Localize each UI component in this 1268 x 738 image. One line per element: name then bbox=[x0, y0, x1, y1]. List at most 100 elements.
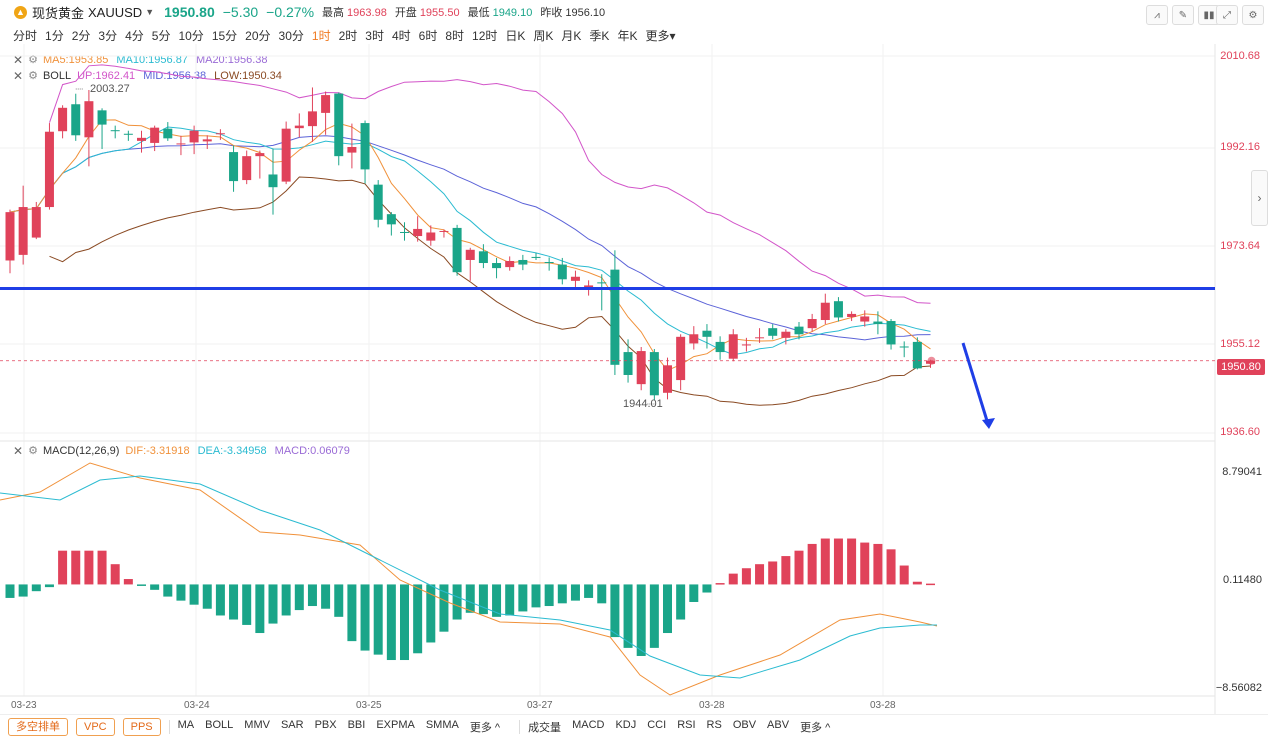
period-tab[interactable]: 30分 bbox=[278, 28, 304, 43]
period-tab[interactable]: 季K bbox=[589, 28, 610, 43]
period-tab[interactable]: 3分 bbox=[98, 28, 118, 43]
indicator-item[interactable]: 成交量 bbox=[528, 721, 562, 734]
chart-tools-2: ⤢ ⚙ bbox=[1212, 5, 1264, 25]
candle-body bbox=[492, 263, 502, 269]
prev-close-stat: 昨收 1956.10 bbox=[540, 7, 606, 19]
period-tab[interactable]: 6时 bbox=[418, 28, 438, 43]
macd-bar bbox=[570, 584, 580, 601]
period-tab[interactable]: 1分 bbox=[45, 28, 64, 43]
indicator-item[interactable]: BBI bbox=[347, 718, 366, 731]
indicator-item[interactable]: ABV bbox=[767, 718, 790, 731]
indicator-item[interactable]: EXPMA bbox=[376, 718, 415, 731]
candle-body bbox=[307, 111, 317, 127]
candle-body bbox=[123, 133, 133, 135]
candle-body bbox=[518, 259, 528, 265]
period-tab[interactable]: 月K bbox=[561, 28, 582, 43]
indicator-item[interactable]: SAR bbox=[280, 718, 304, 731]
period-tabs: 分时 1分 2分 3分 4分 5分 10分 15分 20分 30分 1时 2时 3时 4时 6时 8时 12时日… bbox=[13, 26, 683, 44]
period-tab[interactable]: 4分 bbox=[125, 28, 144, 43]
gear-icon[interactable]: ⚙ bbox=[28, 70, 38, 82]
period-tab[interactable]: 10分 bbox=[178, 28, 204, 43]
current-price-tag: 1950.80 bbox=[1217, 359, 1265, 375]
period-tab[interactable]: 4时 bbox=[391, 28, 411, 43]
macd-bar bbox=[544, 584, 554, 607]
period-tab[interactable]: 周K bbox=[533, 28, 554, 43]
dea-value: DEA:-3.34958 bbox=[197, 444, 267, 457]
indicator-item[interactable]: CCI bbox=[647, 718, 667, 731]
period-tab[interactable]: 年K bbox=[617, 28, 638, 43]
indicator-item[interactable]: SMMA bbox=[425, 718, 459, 731]
indicator-item[interactable]: KDJ bbox=[615, 718, 637, 731]
period-tab[interactable]: 8时 bbox=[445, 28, 465, 43]
period-tab[interactable]: 15分 bbox=[211, 28, 238, 43]
gear-icon[interactable]: ⚙ bbox=[28, 54, 38, 66]
tag-button[interactable]: PPS bbox=[122, 717, 161, 736]
indicator-item[interactable]: MA bbox=[177, 718, 195, 731]
macd-axis-label: −8.56082 bbox=[1215, 682, 1262, 694]
chevron-down-icon[interactable]: ▼ bbox=[145, 7, 155, 17]
boll-lower-line bbox=[49, 176, 931, 406]
chevron-right-icon[interactable]: › bbox=[1251, 170, 1268, 226]
candle-body bbox=[242, 156, 252, 181]
macd-bar bbox=[123, 579, 133, 585]
macd-axis-label: 0.11480 bbox=[1223, 574, 1262, 586]
settings-gear-icon[interactable]: ⚙ bbox=[1242, 5, 1264, 25]
macd-bar bbox=[150, 584, 160, 590]
candle-body bbox=[31, 207, 41, 238]
indicator-item[interactable]: MACD bbox=[572, 718, 605, 731]
macd-bar bbox=[386, 584, 396, 661]
close-icon[interactable]: ✕ bbox=[13, 443, 24, 458]
period-tab[interactable]: 日K bbox=[505, 28, 526, 43]
instrument-symbol[interactable]: XAUUSD bbox=[88, 4, 143, 20]
macd-bar bbox=[84, 550, 94, 585]
period-tab[interactable]: 12时 bbox=[472, 28, 498, 43]
open-stat: 开盘 1955.50 bbox=[394, 7, 460, 19]
candle-body bbox=[439, 230, 449, 232]
candle-body bbox=[820, 302, 830, 321]
instrument-name: 现货黄金 bbox=[32, 5, 85, 21]
macd-bar bbox=[281, 584, 291, 616]
candle-body bbox=[676, 336, 686, 381]
close-icon[interactable]: ✕ bbox=[13, 68, 24, 83]
macd-value: MACD:0.06079 bbox=[274, 444, 350, 457]
period-tab[interactable]: 2时 bbox=[338, 28, 358, 43]
macd-bar bbox=[242, 584, 252, 625]
indicator-item[interactable]: MMV bbox=[244, 718, 270, 731]
indicator-item[interactable]: RSI bbox=[677, 718, 696, 731]
macd-bar bbox=[439, 584, 449, 632]
indicator-item[interactable]: 更多 ^ bbox=[800, 721, 831, 734]
candle-body bbox=[386, 214, 396, 225]
period-tab[interactable]: 5分 bbox=[151, 28, 171, 43]
period-tab[interactable]: 更多▾ bbox=[645, 28, 676, 43]
macd-bar bbox=[610, 584, 620, 638]
candle-body bbox=[163, 128, 173, 139]
macd-bar bbox=[676, 584, 686, 620]
macd-bar bbox=[465, 584, 475, 613]
tag-button[interactable]: 多空排单 bbox=[8, 717, 68, 736]
gear-icon[interactable]: ⚙ bbox=[28, 445, 38, 457]
dif-line bbox=[0, 462, 938, 696]
macd-bar bbox=[505, 584, 515, 616]
tag-button[interactable]: VPC bbox=[76, 717, 115, 736]
indicator-item[interactable]: 更多 ^ bbox=[469, 721, 501, 734]
indicator-item[interactable]: BOLL bbox=[205, 718, 234, 731]
draw-pen-icon[interactable]: ✎ bbox=[1172, 5, 1194, 25]
indicator-item[interactable]: OBV bbox=[732, 718, 757, 731]
indicator-footer: 多空排单 VPC PPS MA BOLL MMV SAR PBX BBI EXPMA SMMA… bbox=[0, 714, 1268, 738]
period-tab[interactable]: 2分 bbox=[71, 28, 91, 43]
macd-bar bbox=[229, 584, 239, 620]
close-icon[interactable]: ✕ bbox=[13, 52, 24, 67]
period-tab[interactable]: 20分 bbox=[245, 28, 271, 43]
period-tab[interactable]: 1时 bbox=[311, 28, 331, 43]
period-tab[interactable]: 分时 bbox=[13, 28, 38, 43]
fullscreen-icon[interactable]: ⤢ bbox=[1216, 5, 1238, 25]
macd-bar bbox=[97, 550, 107, 585]
indicator-item[interactable]: PBX bbox=[314, 718, 337, 731]
period-tab[interactable]: 3时 bbox=[365, 28, 384, 43]
price-axis-label: 1955.12 bbox=[1220, 338, 1260, 350]
indicator-item[interactable]: RS bbox=[706, 718, 722, 731]
candle-body bbox=[912, 341, 922, 369]
indicator-icon[interactable]: ⩘ bbox=[1146, 5, 1168, 25]
candle-body bbox=[452, 227, 462, 273]
